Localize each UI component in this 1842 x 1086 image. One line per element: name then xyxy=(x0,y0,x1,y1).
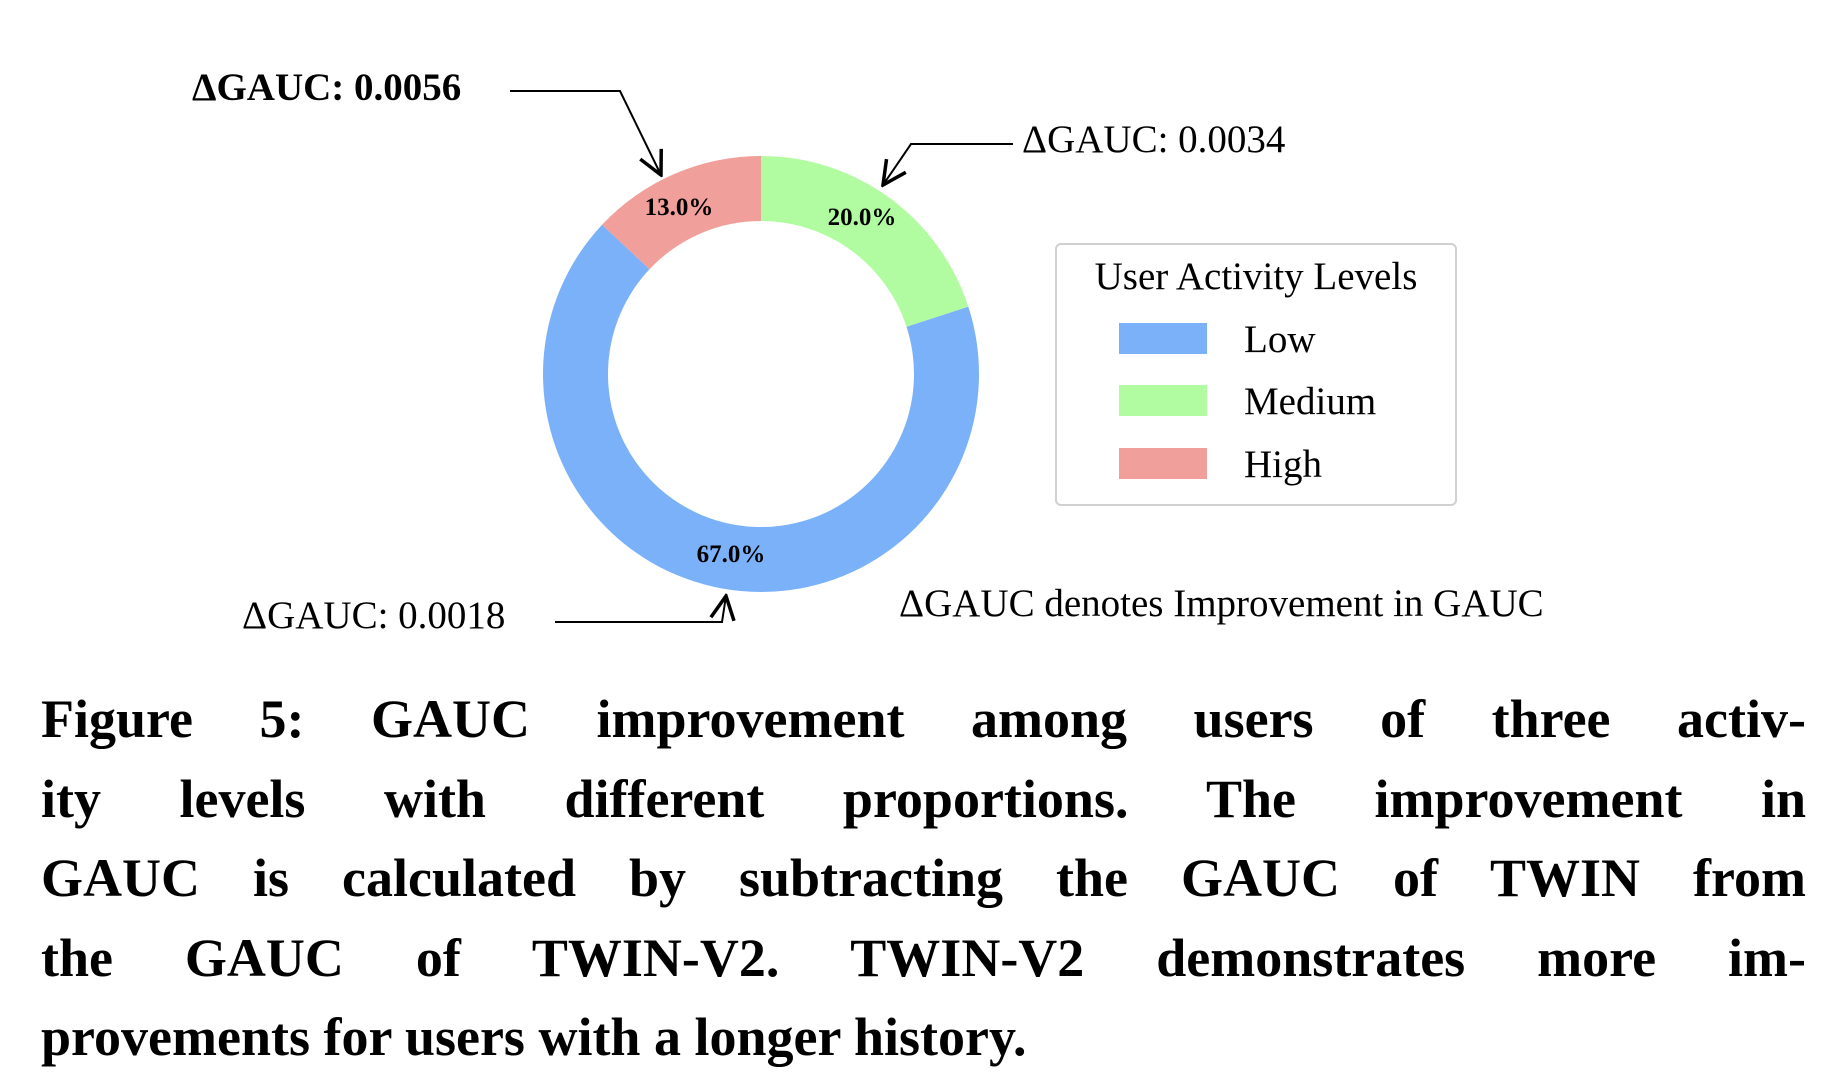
annotation-arrow-medium xyxy=(883,143,1013,185)
slice-label-high: 13.0% xyxy=(645,194,714,221)
slice-label-low: 67.0% xyxy=(697,541,766,568)
legend-swatch-low xyxy=(1119,323,1207,354)
slice-high xyxy=(602,156,761,270)
figure-caption: Figure 5: GAUC improvement among users o… xyxy=(41,680,1806,1078)
annotation-high: ΔGAUC: 0.0056 xyxy=(192,66,461,109)
legend-swatch-high xyxy=(1119,448,1207,479)
annotation-arrow-high xyxy=(510,90,661,175)
annotation-arrow-low xyxy=(555,596,726,623)
caption-line: the GAUC of TWIN-V2. TWIN-V2 demonstrate… xyxy=(41,927,1806,988)
slice-low xyxy=(543,224,980,593)
slice-medium xyxy=(761,156,969,327)
legend-label-medium: Medium xyxy=(1244,380,1376,423)
slice-label-medium: 20.0% xyxy=(828,204,897,231)
legend: User Activity Levels Low Medium High xyxy=(1055,243,1457,506)
caption-line: Figure 5: GAUC improvement among users o… xyxy=(41,689,1806,749)
donut-chart: 13.0% 20.0% 67.0% ΔGAUC: 0.0056 ΔGAUC: 0… xyxy=(192,66,1544,637)
annotation-low: ΔGAUC: 0.0018 xyxy=(242,594,505,637)
legend-title: User Activity Levels xyxy=(1095,255,1418,298)
caption-line: GAUC is calculated by subtracting the GA… xyxy=(41,848,1806,908)
caption-line: provements for users with a longer histo… xyxy=(41,1007,1027,1067)
donut-slices xyxy=(543,156,980,593)
legend-label-low: Low xyxy=(1244,318,1316,361)
caption-line: ity levels with different proportions. T… xyxy=(41,768,1806,829)
legend-label-high: High xyxy=(1244,443,1322,486)
annotation-medium: ΔGAUC: 0.0034 xyxy=(1022,118,1285,161)
chart-note: ΔGAUC denotes Improvement in GAUC xyxy=(899,582,1544,625)
legend-swatch-medium xyxy=(1119,385,1207,416)
